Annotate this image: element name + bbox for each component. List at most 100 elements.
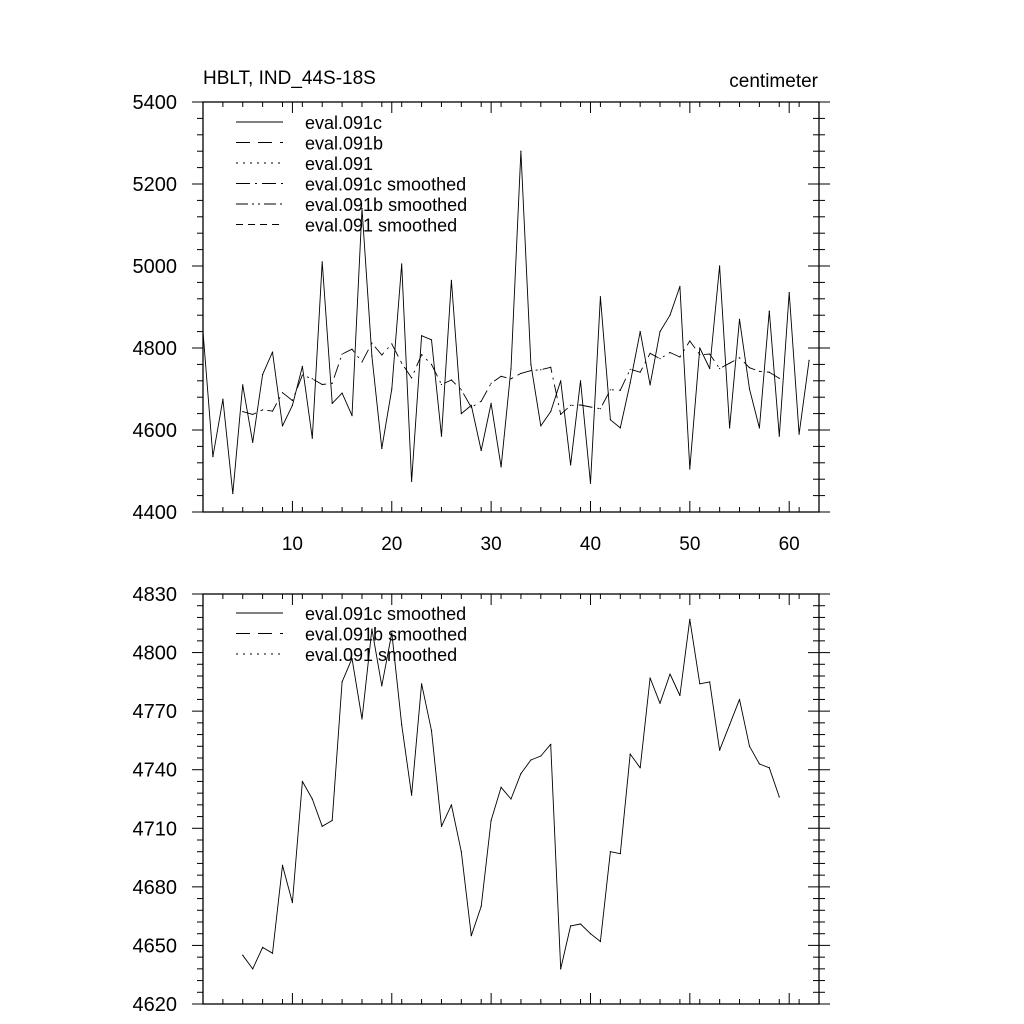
data-point: [291, 399, 294, 402]
data-point: [679, 285, 681, 288]
data-point: [738, 318, 741, 320]
y-tick-label: 5400: [133, 92, 178, 114]
data-point: [321, 261, 323, 263]
data-point: [728, 362, 731, 364]
data-point: [411, 377, 413, 379]
data-point: [222, 398, 224, 400]
data-point: [689, 340, 691, 342]
data-point: [579, 923, 582, 925]
legend-label: eval.091b smoothed: [305, 625, 467, 645]
data-point: [460, 389, 462, 391]
chart-units: centimeter: [729, 71, 818, 92]
data-point: [311, 378, 313, 380]
data-point: [659, 358, 661, 360]
data-point: [570, 925, 572, 927]
data-point: [252, 968, 254, 970]
data-point: [550, 366, 552, 368]
data-point: [252, 413, 254, 416]
data-point: [510, 367, 512, 370]
data-point: [748, 745, 751, 747]
data-point: [599, 296, 602, 298]
data-point: [420, 335, 423, 337]
data-point: [331, 382, 333, 384]
data-point: [530, 759, 532, 761]
data-point: [589, 482, 592, 484]
y-tick-label: 4770: [133, 701, 178, 723]
data-point: [391, 343, 393, 345]
data-point: [629, 382, 631, 384]
data-point: [311, 798, 313, 800]
data-point: [420, 353, 423, 356]
data-point: [768, 310, 770, 312]
data-point: [738, 357, 741, 359]
x-tick-label: 10: [282, 534, 303, 555]
y-tick-label: 4800: [133, 643, 178, 665]
data-point: [381, 447, 383, 450]
data-point: [719, 265, 721, 267]
data-point: [778, 377, 780, 379]
data-point: [411, 794, 413, 796]
data-point: [411, 480, 413, 482]
data-point: [560, 968, 562, 970]
data-point: [341, 681, 343, 683]
data-point: [500, 786, 502, 788]
data-point: [510, 798, 512, 800]
data-point: [689, 618, 691, 620]
data-point: [629, 753, 631, 755]
data-point: [788, 292, 790, 294]
data-point: [450, 804, 452, 806]
data-point: [540, 425, 542, 427]
data-point: [778, 435, 780, 437]
y-tick-label: 4600: [133, 420, 178, 442]
data-point: [738, 698, 741, 701]
data-point: [232, 492, 234, 495]
data-point: [351, 415, 353, 417]
data-point: [520, 372, 522, 375]
data-point: [271, 410, 274, 412]
data-point: [281, 864, 284, 866]
data-point: [401, 362, 403, 364]
data-point: [460, 851, 462, 853]
data-point: [709, 353, 711, 355]
y-tick-label: 4680: [133, 877, 178, 899]
data-point: [619, 427, 621, 429]
data-point: [530, 363, 532, 365]
data-point: [371, 355, 373, 357]
data-point: [639, 371, 641, 373]
data-point: [639, 331, 641, 333]
data-point: [500, 466, 502, 468]
y-tick-label: 4710: [133, 818, 178, 840]
data-point: [262, 374, 264, 376]
data-point: [530, 369, 532, 372]
x-tick-label: 40: [580, 534, 601, 555]
data-point: [391, 632, 393, 634]
chart-title: HBLT, IND_44S-18S: [203, 68, 376, 89]
data-point: [609, 389, 611, 391]
data-point: [361, 208, 363, 210]
data-point: [560, 413, 562, 416]
data-point: [599, 408, 602, 410]
data-point: [301, 374, 303, 376]
legend-label: eval.091c smoothed: [305, 175, 466, 195]
data-point: [649, 677, 651, 679]
data-point: [540, 369, 542, 371]
data-point: [570, 404, 572, 406]
y-tick-label: 5200: [133, 174, 178, 196]
data-point: [520, 150, 522, 152]
data-point: [570, 464, 572, 466]
plot-frame: [202, 101, 820, 513]
data-point: [689, 468, 691, 470]
data-point: [669, 351, 671, 354]
data-point: [728, 724, 731, 726]
data-point: [719, 367, 721, 370]
data-point: [321, 825, 323, 827]
data-point: [371, 628, 373, 630]
data-point: [381, 685, 383, 687]
data-point: [510, 378, 512, 380]
data-point: [291, 404, 294, 406]
data-point: [262, 409, 264, 411]
data-point: [361, 361, 363, 363]
data-point: [301, 780, 303, 783]
data-point: [609, 419, 611, 421]
